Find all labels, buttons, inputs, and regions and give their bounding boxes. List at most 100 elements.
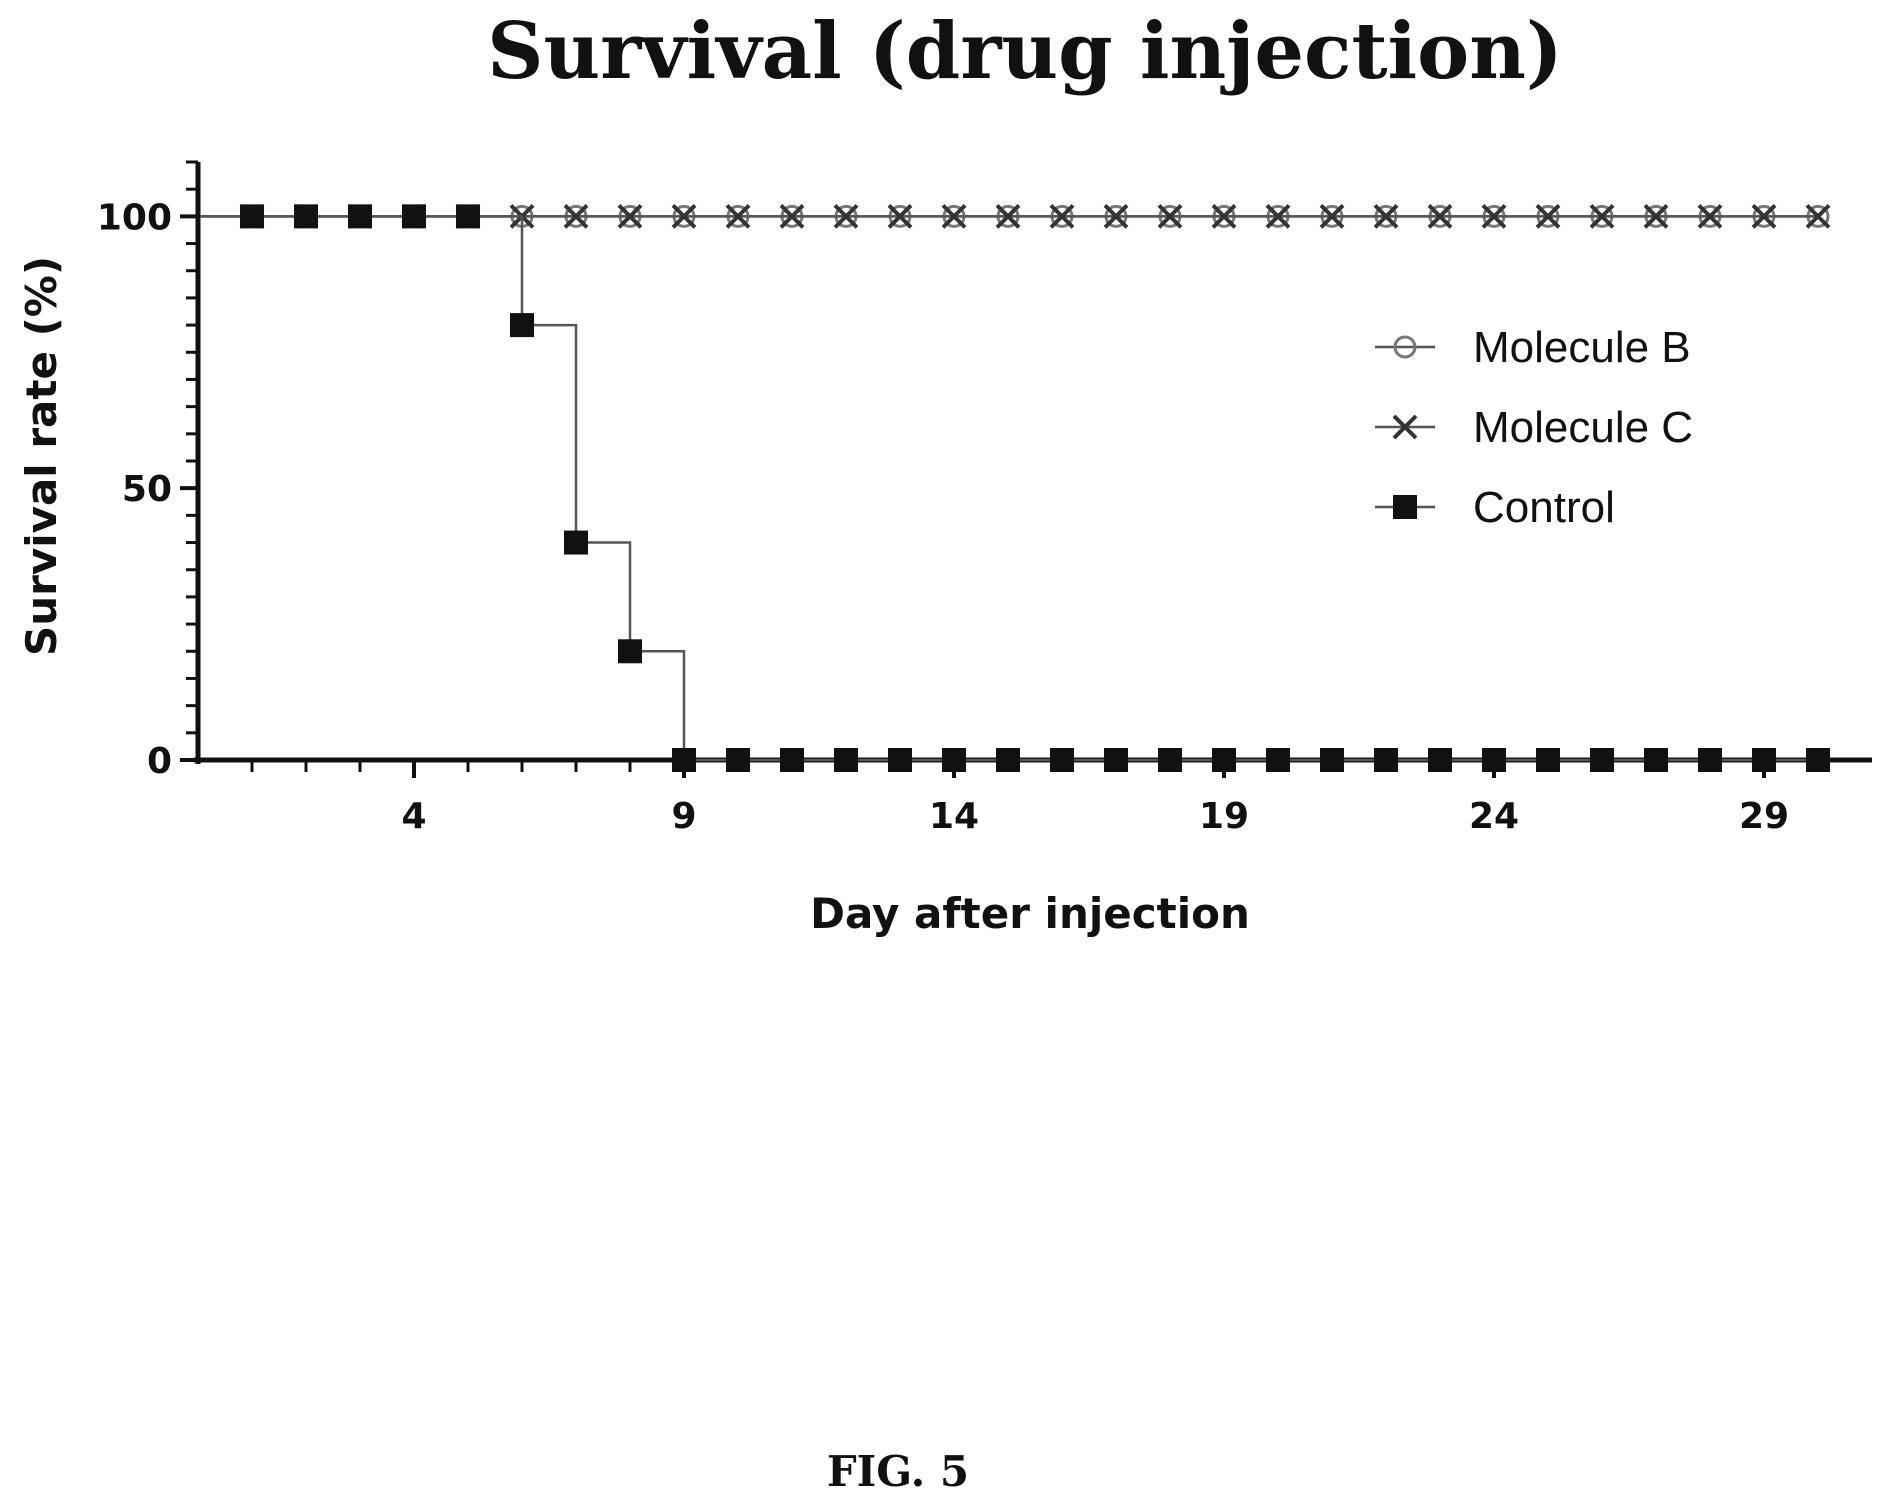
legend-label: Molecule C bbox=[1473, 403, 1693, 452]
data-point-control bbox=[942, 748, 966, 772]
data-point-molecule-c bbox=[1049, 203, 1075, 229]
x-marker-stroke bbox=[1643, 203, 1669, 229]
data-point-control bbox=[564, 530, 588, 555]
data-point-control bbox=[1050, 748, 1074, 772]
data-point-molecule-c bbox=[1319, 203, 1345, 229]
x-marker-stroke bbox=[995, 203, 1021, 229]
x-marker-stroke bbox=[671, 203, 697, 229]
data-point-control bbox=[294, 204, 318, 229]
x-marker-stroke bbox=[779, 203, 805, 229]
legend-label: Control bbox=[1473, 483, 1615, 532]
legend-marker-molecule-c bbox=[1392, 414, 1418, 440]
series-control bbox=[200, 204, 1830, 772]
data-point-molecule-c bbox=[1103, 203, 1129, 229]
data-point-control bbox=[1266, 748, 1290, 772]
data-point-control bbox=[402, 204, 426, 229]
legend-label: Molecule B bbox=[1473, 323, 1691, 372]
data-point-control bbox=[1320, 748, 1344, 772]
x-marker-stroke bbox=[887, 203, 913, 229]
data-point-molecule-c bbox=[1751, 203, 1777, 229]
legend-item-molecule-c: Molecule C bbox=[1375, 403, 1693, 452]
x-tick-label: 24 bbox=[1469, 796, 1519, 837]
data-point-control bbox=[834, 748, 858, 772]
y-tick-label: 0 bbox=[147, 741, 172, 782]
x-marker-stroke bbox=[1157, 203, 1183, 229]
x-tick-label: 9 bbox=[671, 796, 696, 837]
data-point-control bbox=[510, 313, 534, 338]
x-marker-stroke bbox=[617, 203, 643, 229]
legend-item-control: Control bbox=[1375, 483, 1615, 532]
legend-item-molecule-b: Molecule B bbox=[1375, 323, 1691, 372]
x-marker-stroke bbox=[1103, 203, 1129, 229]
data-point-control bbox=[1644, 748, 1668, 772]
x-marker-stroke bbox=[1265, 203, 1291, 229]
figure-caption: FIG. 5 bbox=[827, 1447, 969, 1496]
x-marker-stroke bbox=[1535, 203, 1561, 229]
x-axis-ticks: 4 9 14 19 24 29 bbox=[250, 760, 1820, 837]
data-point-control bbox=[888, 748, 912, 772]
data-point-control bbox=[1536, 748, 1560, 772]
data-point-molecule-c bbox=[1589, 203, 1615, 229]
x-marker-stroke bbox=[725, 203, 751, 229]
data-point-control bbox=[456, 204, 480, 229]
data-point-molecule-c bbox=[671, 203, 697, 229]
x-tick-label: 29 bbox=[1739, 796, 1789, 837]
x-marker-stroke bbox=[1392, 414, 1418, 440]
y-axis-ticks: 0 50 100 bbox=[97, 160, 198, 782]
x-marker-stroke bbox=[941, 203, 967, 229]
data-point-molecule-c bbox=[1481, 203, 1507, 229]
x-tick-label: 19 bbox=[1199, 796, 1249, 837]
data-point-molecule-c bbox=[1697, 203, 1723, 229]
legend-marker-molecule-b bbox=[1393, 335, 1417, 359]
series-layer bbox=[200, 203, 1831, 772]
x-marker-stroke bbox=[563, 203, 589, 229]
legend: Molecule B Molecule C Control bbox=[1375, 323, 1693, 532]
data-point-control bbox=[1428, 748, 1452, 772]
data-point-molecule-c bbox=[1805, 203, 1831, 229]
data-point-control bbox=[1482, 748, 1506, 772]
x-marker-stroke bbox=[1589, 203, 1615, 229]
x-axis-label: Day after injection bbox=[810, 889, 1250, 938]
data-point-control bbox=[618, 639, 642, 664]
data-point-molecule-c bbox=[941, 203, 967, 229]
y-tick-label: 50 bbox=[122, 469, 172, 510]
legend-marker-control bbox=[1393, 495, 1417, 519]
x-marker-stroke bbox=[1049, 203, 1075, 229]
x-marker-stroke bbox=[1373, 203, 1399, 229]
chart-title: Survival (drug injection) bbox=[487, 6, 1563, 97]
x-marker-stroke bbox=[1427, 203, 1453, 229]
x-marker-stroke bbox=[1319, 203, 1345, 229]
x-tick-label: 14 bbox=[929, 796, 979, 837]
data-point-control bbox=[348, 204, 372, 229]
x-marker-stroke bbox=[833, 203, 859, 229]
data-point-molecule-c bbox=[887, 203, 913, 229]
data-point-control bbox=[1698, 748, 1722, 772]
x-marker-stroke bbox=[1805, 203, 1831, 229]
x-marker-stroke bbox=[1481, 203, 1507, 229]
data-point-molecule-c bbox=[1643, 203, 1669, 229]
data-point-control bbox=[1104, 748, 1128, 772]
data-point-control bbox=[780, 748, 804, 772]
data-point-molecule-c bbox=[1157, 203, 1183, 229]
data-point-molecule-c bbox=[1427, 203, 1453, 229]
data-point-control bbox=[1752, 748, 1776, 772]
x-marker-stroke bbox=[1751, 203, 1777, 229]
data-point-control bbox=[996, 748, 1020, 772]
x-tick-label: 4 bbox=[401, 796, 426, 837]
data-point-molecule-c bbox=[1265, 203, 1291, 229]
data-point-control bbox=[1374, 748, 1398, 772]
data-point-molecule-c bbox=[563, 203, 589, 229]
axes bbox=[194, 162, 1872, 764]
data-point-control bbox=[726, 748, 750, 772]
x-marker-stroke bbox=[1697, 203, 1723, 229]
y-tick-label: 100 bbox=[97, 197, 172, 238]
data-point-control bbox=[1590, 748, 1614, 772]
data-point-molecule-c bbox=[1373, 203, 1399, 229]
data-point-control bbox=[240, 204, 264, 229]
data-point-molecule-c bbox=[833, 203, 859, 229]
data-point-control bbox=[1158, 748, 1182, 772]
data-point-molecule-c bbox=[617, 203, 643, 229]
data-point-molecule-c bbox=[779, 203, 805, 229]
data-point-molecule-c bbox=[1211, 203, 1237, 229]
